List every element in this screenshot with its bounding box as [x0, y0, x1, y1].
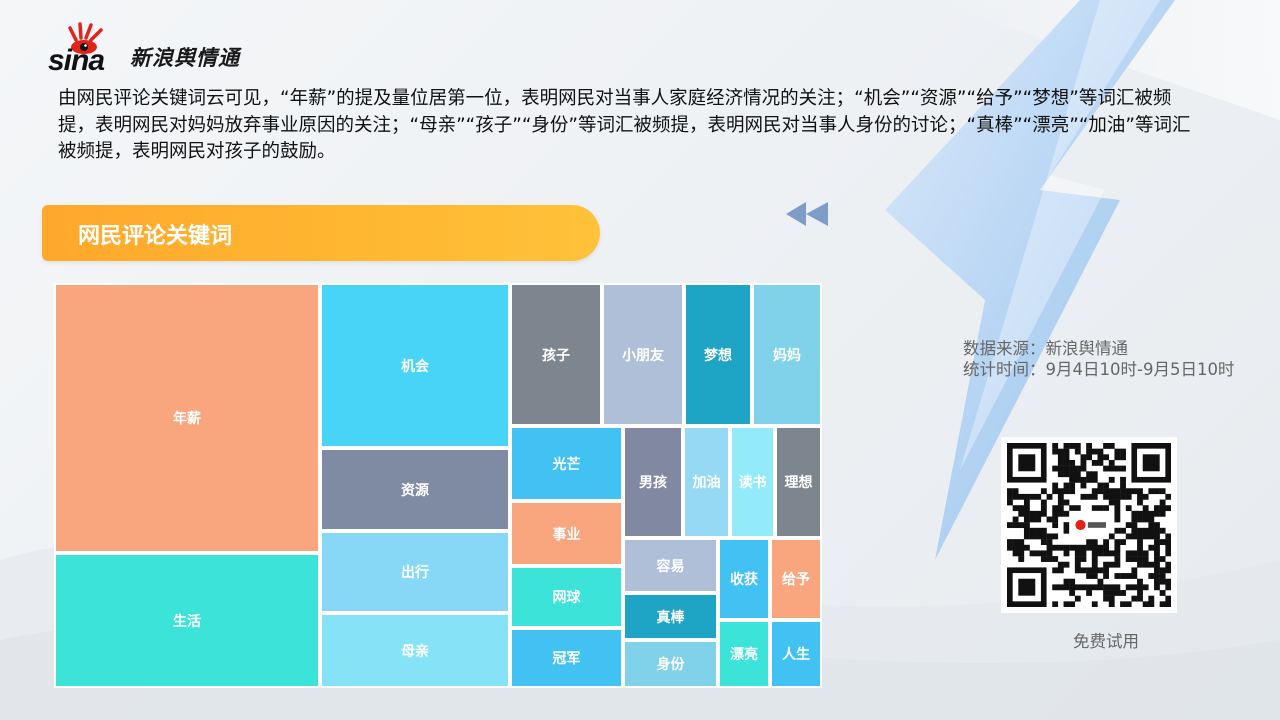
intro-paragraph: 由网民评论关键词云可见，“年薪”的提及量位居第一位，表明网民对当事人家庭经济情况… [58, 88, 1191, 162]
treemap-tile[interactable]: 机会 [320, 283, 510, 448]
treemap-tile[interactable]: 网球 [510, 566, 623, 628]
treemap-tile-label: 光芒 [552, 456, 581, 473]
treemap-tile-label: 妈妈 [773, 347, 801, 364]
treemap-tile-label: 加油 [692, 475, 721, 491]
treemap-tile[interactable]: 孩子 [510, 283, 602, 426]
treemap-tile-label: 男孩 [639, 475, 667, 491]
treemap-tile-label: 漂亮 [730, 647, 758, 663]
treemap-tile-label: 给予 [782, 572, 810, 588]
treemap-tile[interactable]: 光芒 [510, 426, 623, 501]
qr-code-image [1007, 443, 1172, 608]
section-title: 网民评论关键词 [78, 224, 233, 249]
treemap-tile[interactable]: 理想 [775, 426, 822, 538]
treemap-tile-label: 梦想 [704, 347, 732, 364]
time-line: 统计时间：9月4日10时-9月5日10时 [963, 360, 1235, 379]
free-trial-label[interactable]: 免费试用 [1073, 632, 1139, 651]
source-line: 数据来源：新浪舆情通 [963, 339, 1128, 358]
treemap-tile[interactable]: 读书 [730, 426, 775, 538]
brand-name: 新浪舆情通 [130, 46, 240, 70]
treemap-tile-label: 生活 [173, 613, 201, 630]
treemap-tile-label: 母亲 [401, 643, 429, 660]
rewind-icon [786, 202, 828, 226]
treemap-tile-label: 收获 [730, 572, 758, 588]
treemap-tile[interactable]: 生活 [54, 553, 320, 688]
svg-text:sina: sina [48, 44, 104, 76]
treemap-tile-label: 人生 [782, 647, 810, 663]
treemap-tile[interactable]: 年薪 [54, 283, 320, 553]
treemap-tile-label: 读书 [738, 475, 767, 491]
treemap-tile[interactable]: 漂亮 [718, 620, 770, 688]
treemap-tile-label: 出行 [401, 565, 429, 581]
treemap-tile[interactable]: 资源 [320, 448, 510, 531]
treemap-tile[interactable]: 给予 [770, 538, 822, 620]
treemap-tile-label: 网球 [552, 590, 581, 606]
treemap-tile-label: 冠军 [552, 651, 581, 667]
treemap-tile[interactable]: 妈妈 [752, 283, 822, 426]
treemap-tile[interactable]: 梦想 [684, 283, 752, 426]
treemap-tile[interactable]: 身份 [623, 640, 718, 688]
treemap-tile-label: 孩子 [542, 347, 570, 364]
treemap-tile[interactable]: 小朋友 [602, 283, 684, 426]
sina-eye-icon: sina [48, 22, 105, 76]
treemap-tile-label: 年薪 [173, 411, 201, 427]
section-banner: 网民评论关键词 [42, 205, 600, 261]
qr-code[interactable] [1001, 437, 1177, 613]
treemap-tile[interactable]: 男孩 [623, 426, 683, 538]
treemap-tile[interactable]: 母亲 [320, 613, 510, 688]
treemap-tile-label: 理想 [784, 475, 813, 491]
treemap-tile[interactable]: 真棒 [623, 593, 718, 640]
treemap-tile[interactable]: 容易 [623, 538, 718, 593]
treemap-tile[interactable]: 人生 [770, 620, 822, 688]
treemap-tile[interactable]: 事业 [510, 501, 623, 566]
treemap-tile-label: 容易 [656, 558, 685, 575]
keyword-treemap: 年薪生活 机会资源出行母亲 孩子 小朋友 梦想 妈妈光芒事业网球冠军 男孩 加油 读书 理想容易真… [54, 283, 822, 688]
treemap-tile[interactable]: 收获 [718, 538, 770, 620]
sina-logo: sina 新浪舆情通 [48, 18, 278, 76]
treemap-tile-label: 小朋友 [622, 347, 664, 364]
treemap-tile-label: 事业 [552, 526, 581, 543]
treemap-tile-label: 机会 [401, 358, 429, 375]
treemap-tile-label: 真棒 [656, 609, 685, 626]
treemap-tile[interactable]: 加油 [683, 426, 730, 538]
data-source: 数据来源：新浪舆情通 统计时间：9月4日10时-9月5日10时 [963, 338, 1234, 380]
treemap-tile[interactable]: 出行 [320, 531, 510, 613]
treemap-tile[interactable]: 冠军 [510, 628, 623, 688]
treemap-tile-label: 资源 [401, 482, 429, 499]
treemap-tile-label: 身份 [656, 657, 685, 673]
